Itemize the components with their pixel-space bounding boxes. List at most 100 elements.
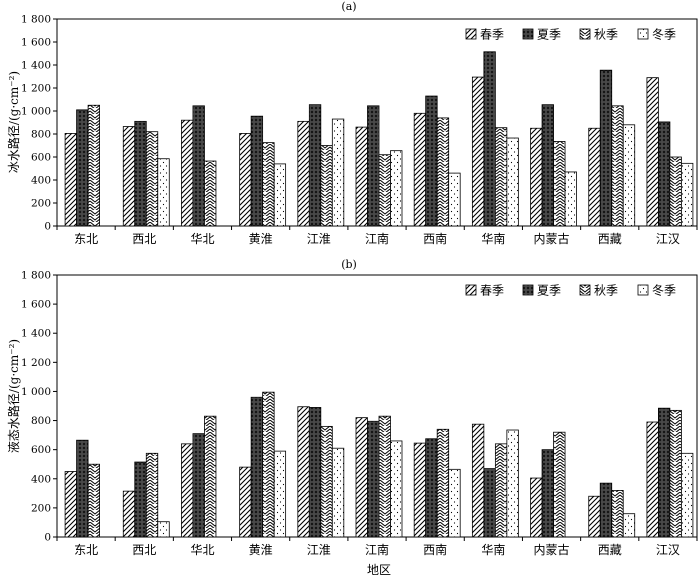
- bar-春季-黄淮: [239, 133, 252, 227]
- legend-label: 冬季: [652, 283, 676, 298]
- category-label: 黄淮: [249, 543, 273, 557]
- panel-b-x-axis-title: 地区: [367, 563, 391, 577]
- bar-夏季-西藏: [599, 482, 613, 538]
- panel-a-ice-water-path: (a) 冰水路径/(g·cm⁻²) 0 200 400 600 800 1 000 1 20…: [6, 0, 698, 246]
- y-tick-label: 1 600: [21, 299, 51, 311]
- y-tick-label: 0: [44, 221, 51, 233]
- category-label: 西北: [132, 543, 156, 557]
- category-label: 江汉: [656, 232, 680, 246]
- bar-春季-江汉: [646, 77, 659, 227]
- bar-夏季-华北: [192, 433, 205, 538]
- bar-秋季-华南: [494, 443, 508, 538]
- bar-秋季-东北: [87, 104, 100, 227]
- bar-秋季-江淮: [320, 425, 333, 538]
- legend-label: 夏季: [537, 28, 561, 42]
- category-label: 西南: [423, 231, 447, 246]
- bar-春季-西北: [122, 126, 136, 227]
- y-tick-label: 400: [31, 175, 51, 187]
- bar-夏季-华南: [483, 51, 496, 227]
- y-tick-label: 600: [31, 152, 51, 164]
- legend-swatch: [579, 284, 591, 296]
- bar-秋季-江汉: [669, 156, 682, 227]
- category-label: 西藏: [598, 543, 622, 557]
- panel-b-plot-area: 0 200 400 600 800 1 000 1 200 1 400 1 600 1 800 东北…: [21, 270, 698, 557]
- category-label: 江淮: [307, 232, 331, 246]
- bar-夏季-东北: [76, 439, 89, 538]
- bar-冬季-西北: [157, 158, 170, 227]
- panel-b-y-axis-title: 液态水路径/(g·cm⁻²): [6, 339, 21, 453]
- category-label: 江汉: [656, 543, 680, 557]
- bar-冬季-黄淮: [273, 450, 287, 538]
- bar-春季-华北: [181, 119, 194, 227]
- y-tick-label: 400: [31, 473, 51, 485]
- y-tick-label: 1 200: [21, 83, 51, 95]
- bar-冬季-江淮: [331, 447, 345, 538]
- bar-冬季-华南: [506, 429, 519, 538]
- bar-春季-内蒙古: [530, 127, 543, 227]
- category-label: 江南: [365, 542, 389, 557]
- bar-春季-华南: [471, 76, 485, 227]
- y-tick-label: 1 000: [21, 386, 51, 398]
- bar-秋季-内蒙古: [553, 141, 566, 227]
- bar-秋季-西北: [145, 452, 159, 538]
- bar-夏季-西北: [134, 120, 147, 227]
- bar-春季-内蒙古: [530, 477, 543, 538]
- bar-冬季-西南: [448, 468, 461, 538]
- legend-label: 秋季: [594, 28, 618, 42]
- y-tick-label: 200: [31, 502, 51, 514]
- bar-春季-东北: [64, 471, 77, 538]
- bar-夏季-江淮: [308, 407, 322, 538]
- bar-秋季-华北: [204, 160, 217, 227]
- bar-春季-华北: [181, 443, 194, 538]
- category-label: 华北: [190, 232, 214, 246]
- bar-秋季-华南: [494, 127, 508, 227]
- bar-秋季-江南: [378, 154, 391, 227]
- bar-冬季-江南: [390, 150, 403, 227]
- bar-夏季-江汉: [658, 121, 671, 227]
- panel-b-title: (b): [341, 258, 357, 271]
- legend-swatch: [579, 28, 591, 40]
- bar-夏季-东北: [76, 109, 89, 227]
- y-tick-label: 200: [31, 198, 51, 210]
- bar-夏季-西藏: [599, 69, 613, 227]
- bar-春季-江淮: [297, 406, 310, 538]
- bar-秋季-内蒙古: [553, 431, 566, 538]
- panel-a-title: (a): [341, 0, 356, 13]
- bar-秋季-东北: [87, 463, 100, 538]
- bar-夏季-江汉: [658, 407, 671, 538]
- legend-label: 春季: [480, 284, 504, 298]
- y-tick-label: 1 800: [21, 270, 51, 282]
- legend-label: 冬季: [652, 27, 676, 42]
- legend-label: 春季: [480, 28, 504, 42]
- bar-春季-西藏: [588, 495, 601, 538]
- legend-swatch: [637, 284, 649, 296]
- bar-春季-江淮: [297, 120, 310, 227]
- bar-夏季-黄淮: [250, 396, 264, 538]
- bar-春季-西南: [413, 112, 427, 227]
- category-label: 华北: [190, 543, 214, 557]
- category-label: 西藏: [598, 232, 622, 246]
- bar-夏季-华南: [483, 468, 496, 538]
- category-label: 华南: [481, 542, 505, 557]
- bar-春季-江汉: [646, 421, 659, 538]
- panel-a-y-axis-title: 冰水路径/(g·cm⁻²): [6, 71, 21, 173]
- bar-春季-东北: [64, 133, 77, 227]
- y-tick-label: 800: [31, 415, 51, 427]
- bar-夏季-内蒙古: [541, 449, 554, 538]
- category-label: 江淮: [307, 543, 331, 557]
- bar-秋季-西藏: [611, 105, 624, 227]
- bar-夏季-黄淮: [250, 115, 264, 227]
- legend-swatch: [522, 28, 534, 40]
- y-tick-label: 600: [31, 444, 51, 456]
- category-label: 西南: [423, 542, 447, 557]
- bar-夏季-江淮: [308, 104, 322, 227]
- bar-夏季-江南: [367, 420, 380, 538]
- legend-swatch: [522, 284, 534, 296]
- bar-夏季-江南: [367, 105, 380, 227]
- category-label: 西北: [132, 232, 156, 246]
- legend-swatch: [465, 28, 477, 40]
- bar-秋季-华北: [204, 415, 217, 538]
- bar-春季-黄淮: [239, 466, 252, 538]
- bar-夏季-华北: [192, 105, 205, 227]
